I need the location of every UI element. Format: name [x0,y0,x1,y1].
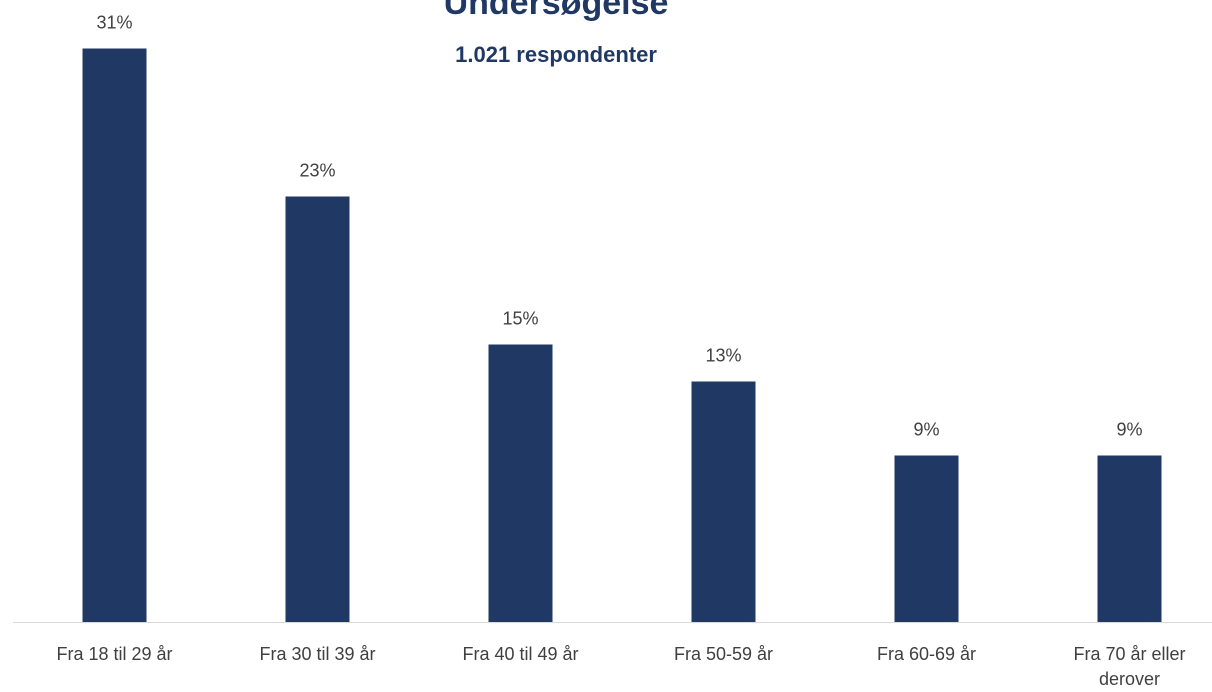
bar [488,344,553,622]
x-tick-label: Fra 30 til 39 år [259,644,376,664]
bar [691,381,756,622]
value-label: 9% [913,419,939,439]
bar [82,48,147,622]
value-label: 23% [299,160,335,180]
x-tick-label: Fra 50-59 år [673,644,774,664]
value-label: 13% [705,345,741,365]
x-tick-label: Fra 18 til 29 år [56,644,173,664]
x-tick-label: Fra 60-69 år [876,644,977,664]
chart-title: Undersøgelse [444,0,669,22]
bar [285,196,350,622]
x-tick-label: Fra 40 til 49 år [462,644,579,664]
value-label: 9% [1116,419,1142,439]
value-label: 15% [502,308,538,328]
value-label: 31% [96,12,132,32]
bar [1097,455,1162,622]
bar [894,455,959,622]
x-tick-label: Fra 70 år eller derover [1073,644,1186,689]
chart-subtitle: 1.021 respondenter [455,42,657,67]
